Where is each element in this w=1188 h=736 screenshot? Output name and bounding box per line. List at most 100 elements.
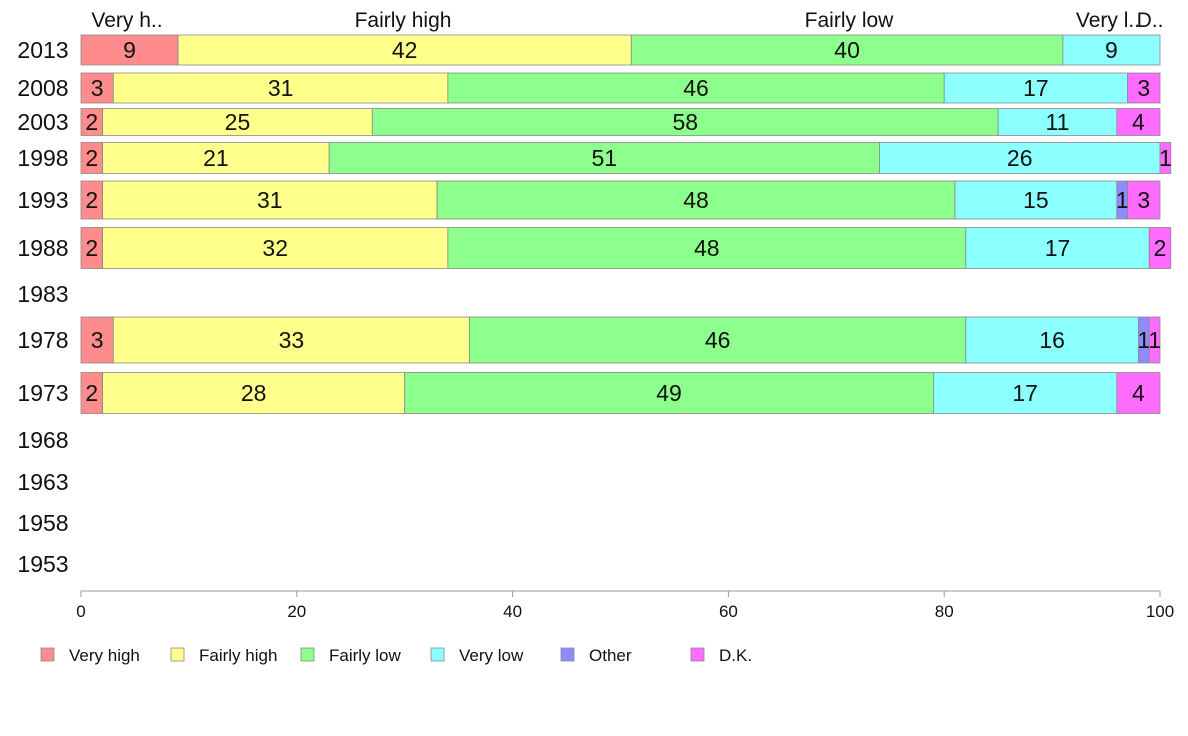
value-label-1988-0: 2 (85, 235, 98, 261)
value-label-1988-2: 48 (694, 235, 720, 261)
legend-label-other: Other (589, 646, 632, 665)
bar-segment-2003-d-k- (1116, 108, 1161, 136)
value-label-1998-1: 21 (203, 145, 229, 171)
bar-segment-1988-fairly-low (447, 227, 967, 269)
bar-segment-1993-d-k- (1127, 180, 1161, 220)
year-label-2008: 2008 (17, 75, 68, 101)
bar-segment-1988-very-low (965, 227, 1150, 269)
value-label-1973-3: 17 (1012, 380, 1038, 406)
bar-segment-1973-very-low (933, 372, 1118, 414)
value-label-1973-1: 28 (241, 380, 267, 406)
value-label-1973-5: 4 (1132, 380, 1145, 406)
year-label-1963: 1963 (17, 469, 68, 495)
legend-label-very-low: Very low (459, 646, 524, 665)
bar-segment-2008-fairly-low (447, 72, 945, 104)
legend-label-fairly-low: Fairly low (329, 646, 402, 665)
bar-segment-2008-very-high (80, 72, 114, 104)
bar-segment-1978-fairly-high (112, 316, 470, 364)
x-tick-label-100: 100 (1146, 602, 1174, 621)
year-label-1953: 1953 (17, 551, 68, 577)
value-label-2003-1: 25 (225, 109, 251, 135)
top-label-2: Fairly high (355, 9, 452, 32)
value-label-1998-0: 2 (85, 145, 98, 171)
value-label-2003-2: 58 (672, 109, 698, 135)
value-label-2008-1: 31 (268, 75, 294, 101)
year-label-1968: 1968 (17, 427, 68, 453)
value-label-1978-1: 33 (279, 327, 305, 353)
bar-segment-2013-fairly-low (630, 34, 1064, 66)
bar-segment-1993-very-low (954, 180, 1118, 220)
value-label-1993-5: 3 (1137, 187, 1150, 213)
legend-label-very-high: Very high (69, 646, 140, 665)
x-tick-label-0: 0 (76, 602, 85, 621)
value-label-1998-5: 1 (1159, 145, 1172, 171)
legend-swatch-very-low (430, 647, 445, 662)
bar-segment-1998-fairly-high (102, 142, 330, 174)
bar-segment-2003-fairly-low (371, 108, 999, 136)
bar-segment-1978-very-high (80, 316, 114, 364)
value-label-1993-0: 2 (85, 187, 98, 213)
value-label-2008-0: 3 (91, 75, 104, 101)
bar-segment-1973-fairly-high (102, 372, 406, 414)
value-label-2003-5: 4 (1132, 109, 1145, 135)
value-label-1998-2: 51 (592, 145, 618, 171)
bar-segment-2013-very-low (1062, 34, 1161, 66)
value-label-2013-3: 9 (1105, 37, 1118, 63)
value-label-2013-2: 40 (834, 37, 860, 63)
legend-swatch-d-k- (690, 647, 705, 662)
year-label-1998: 1998 (17, 145, 68, 171)
bar-segment-2008-fairly-high (112, 72, 449, 104)
value-label-1978-5: 1 (1148, 327, 1161, 353)
x-tick-label-60: 60 (719, 602, 738, 621)
x-axis: 0 20 40 60 80 100 (76, 590, 1174, 621)
bar-segment-1978-very-low (965, 316, 1139, 364)
top-category-labels: Very h.. Fairly high Fairly low Very l..D.. (91, 9, 1163, 32)
value-label-2008-3: 17 (1023, 75, 1049, 101)
bar-segment-2008-very-low (943, 72, 1129, 104)
x-tick-label-20: 20 (287, 602, 306, 621)
bar-segment-2013-very-high (80, 34, 179, 66)
value-label-1973-2: 49 (656, 380, 682, 406)
value-label-1993-3: 15 (1023, 187, 1049, 213)
legend-swatch-fairly-low (300, 647, 315, 662)
bar-segment-2003-very-low (997, 108, 1118, 136)
top-label-1: Very h.. (91, 9, 162, 32)
year-label-1958: 1958 (17, 510, 68, 536)
value-label-1973-0: 2 (85, 380, 98, 406)
year-label-1978: 1978 (17, 327, 68, 353)
year-label-1993: 1993 (17, 187, 68, 213)
legend-swatch-fairly-high (170, 647, 185, 662)
value-label-1993-1: 31 (257, 187, 283, 213)
x-tick-label-40: 40 (503, 602, 522, 621)
top-label-5: D.. (1137, 9, 1164, 32)
year-label-2003: 2003 (17, 109, 68, 135)
value-label-1998-3: 26 (1007, 145, 1033, 171)
value-label-1978-3: 16 (1039, 327, 1065, 353)
legend-label-fairly-high: Fairly high (199, 646, 277, 665)
legend-label-d-k-: D.K. (719, 646, 752, 665)
year-label-1983: 1983 (17, 281, 68, 307)
bar-segment-1998-d-k- (1159, 142, 1172, 174)
bar-segment-2013-fairly-high (177, 34, 632, 66)
top-label-4: Very l.. (1076, 9, 1140, 32)
legend-swatch-other (560, 647, 575, 662)
legend: Very high Fairly high Fairly low Very low Ot… (40, 646, 752, 665)
bar-segment-1988-d-k- (1148, 227, 1172, 269)
year-label-1973: 1973 (17, 380, 68, 406)
bar-segment-1973-fairly-low (404, 372, 934, 414)
value-label-1993-4: 1 (1116, 187, 1129, 213)
year-labels: 2013 2008 2003 1998 1993 1988 1983 1978 1973 1968… (17, 37, 68, 577)
bar-segment-2008-d-k- (1127, 72, 1161, 104)
x-tick-label-80: 80 (935, 602, 954, 621)
bars-group: 9 42 40 93 31 46 17 32 25 58 11 42 21 51 26 12 31 48 15 1 32… (80, 34, 1172, 414)
value-label-2003-3: 11 (1046, 109, 1070, 135)
bar-segment-1993-fairly-low (436, 180, 956, 220)
value-label-1988-5: 2 (1154, 235, 1167, 261)
value-label-1993-2: 48 (683, 187, 709, 213)
year-label-1988: 1988 (17, 235, 68, 261)
value-label-2013-0: 9 (123, 37, 136, 63)
bar-segment-1978-d-k- (1148, 316, 1161, 364)
year-label-2013: 2013 (17, 37, 68, 63)
value-label-1978-4: 1 (1137, 327, 1150, 353)
